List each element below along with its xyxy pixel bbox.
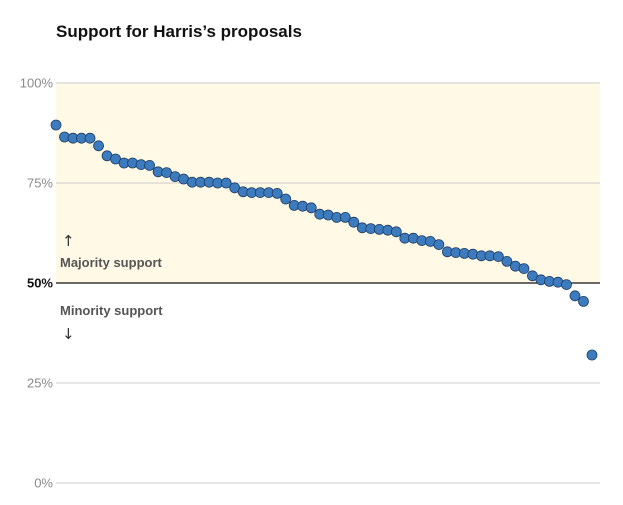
grid-lines [56, 82, 600, 484]
chart-title: Support for Harris’s proposals [56, 22, 302, 41]
minority-support-label: Minority support [60, 303, 163, 318]
data-point [561, 279, 572, 291]
data-point [271, 187, 283, 199]
data-point [518, 263, 530, 275]
data-point [569, 290, 581, 302]
data-point [578, 295, 589, 307]
up-arrow-icon: ↑ [62, 232, 75, 250]
data-point [339, 211, 351, 223]
data-point [84, 132, 96, 144]
y-tick-label: 75% [27, 176, 53, 191]
data-point [144, 159, 155, 171]
y-axis-ticks: 100% 75% 50% 25% 0% [20, 76, 54, 491]
annotations: ↑ Majority support Minority support ↓ [60, 232, 163, 343]
y-tick-label: 25% [27, 376, 53, 391]
data-point [348, 216, 360, 228]
data-point [433, 239, 445, 251]
data-point [390, 226, 402, 238]
y-tick-label: 0% [34, 476, 53, 491]
data-point [305, 202, 317, 214]
majority-support-label: Majority support [60, 255, 163, 270]
data-point [50, 119, 62, 131]
data-point [586, 349, 598, 361]
y-tick-label: 50% [27, 276, 53, 291]
data-point [280, 193, 292, 205]
data-points [50, 119, 598, 361]
data-point [93, 140, 104, 152]
data-point [501, 255, 513, 267]
data-point [493, 251, 504, 263]
y-tick-label: 100% [20, 76, 54, 91]
data-point [220, 177, 232, 189]
down-arrow-icon: ↓ [62, 325, 75, 343]
